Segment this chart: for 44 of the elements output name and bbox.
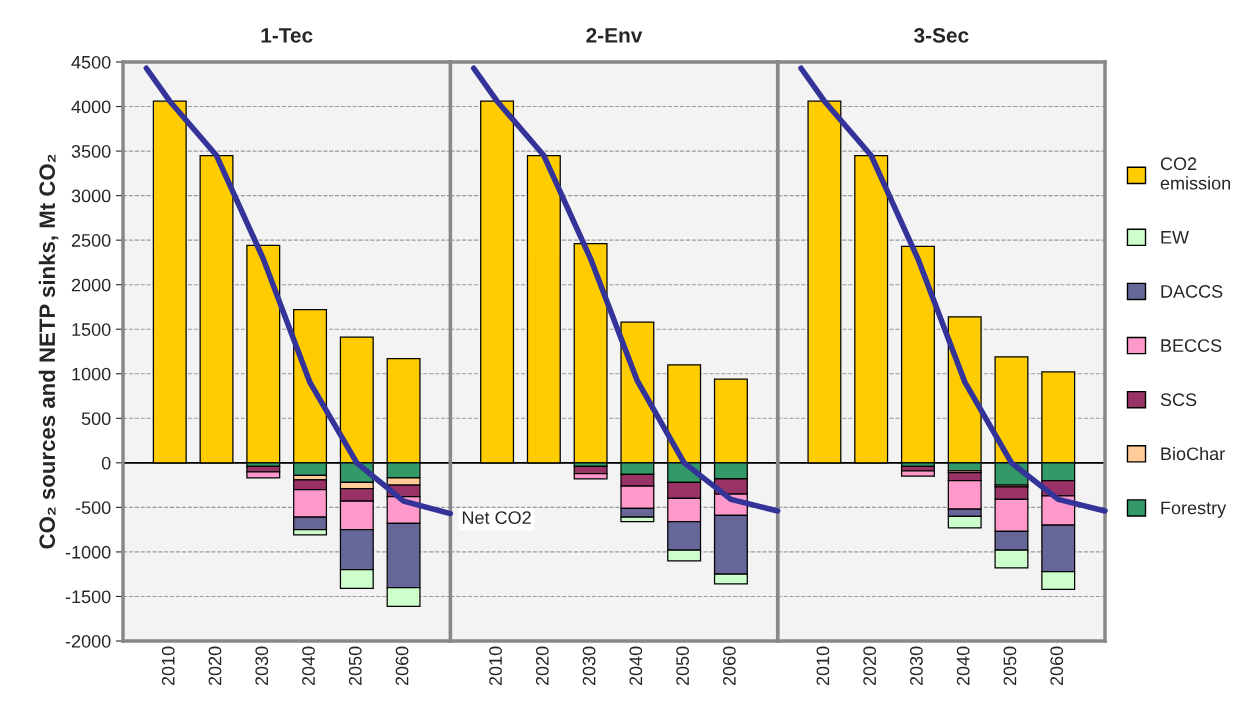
chart-title: 1-Tec xyxy=(261,28,313,43)
y-tick-label: -1000 xyxy=(65,545,111,559)
x-tick-label: 2040 xyxy=(302,646,315,686)
x-tick-label: 2050 xyxy=(348,646,362,686)
y-tick-label: 1500 xyxy=(72,323,111,336)
legend-label: Forestry xyxy=(1161,501,1227,518)
y-tick-label: 3000 xyxy=(71,189,111,203)
legend-label: BECCS xyxy=(1161,339,1222,352)
y-tick-label: -1500 xyxy=(65,590,111,604)
x-tick-label: 2020 xyxy=(208,646,222,686)
legend-label: SCS xyxy=(1160,393,1197,407)
chart-title: 3-Sec xyxy=(914,28,969,43)
x-tick-label: 2010 xyxy=(161,646,175,686)
x-tick-label: 2020 xyxy=(863,646,877,686)
y-tick-label: 3500 xyxy=(71,145,111,158)
x-tick-label: 2030 xyxy=(910,646,923,686)
legend-label: EW xyxy=(1161,231,1189,244)
y-tick-label: -2000 xyxy=(65,634,111,648)
y-tick-label: 2000 xyxy=(71,278,111,292)
chart-title: 2-Env xyxy=(586,28,643,43)
y-tick-label: 4000 xyxy=(71,100,111,114)
x-tick-label: 2050 xyxy=(676,646,689,686)
x-tick-label: 2040 xyxy=(629,646,643,686)
x-tick-label: 2010 xyxy=(816,646,830,686)
legend-label: CO2 emission xyxy=(1160,157,1231,190)
legend-label: BioChar xyxy=(1161,446,1225,461)
x-tick-label: 2050 xyxy=(1003,646,1017,686)
y-tick-label: -500 xyxy=(75,501,111,515)
x-tick-label: 2040 xyxy=(956,646,970,686)
x-tick-label: 2060 xyxy=(1050,646,1064,686)
y-tick-label: 2500 xyxy=(71,234,111,247)
x-tick-label: 2020 xyxy=(535,646,549,686)
y-tick-label: 500 xyxy=(81,412,111,426)
x-tick-label: 2030 xyxy=(582,646,596,686)
x-tick-label: 2010 xyxy=(489,646,502,686)
legend-label: DACCS xyxy=(1161,285,1223,298)
y-tick-label: 1000 xyxy=(72,367,111,381)
x-tick-label: 2060 xyxy=(395,646,409,686)
x-tick-label: 2060 xyxy=(722,646,736,686)
x-tick-label: 2030 xyxy=(255,646,269,686)
y-tick-label: 0 xyxy=(101,456,111,470)
y-tick-label: 4500 xyxy=(71,55,111,69)
series-label: Net CO2 xyxy=(462,511,531,525)
y-axis-title: CO₂ sources and NETP sinks, Mt CO₂ xyxy=(38,154,59,549)
